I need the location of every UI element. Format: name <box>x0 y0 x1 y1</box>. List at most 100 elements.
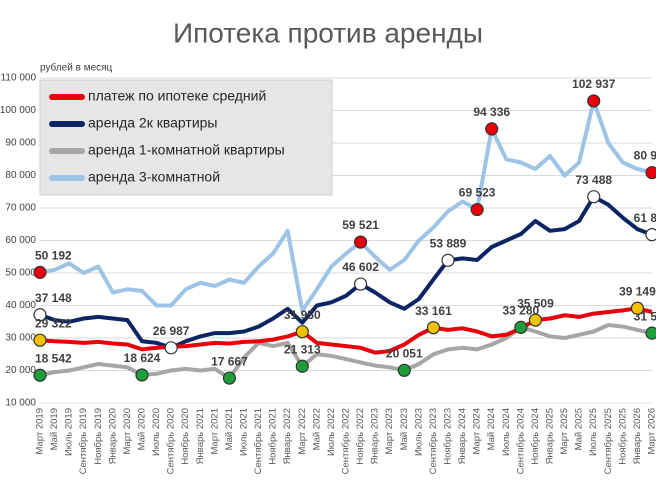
data-marker <box>33 265 47 279</box>
x-tick-label: Январь 2022 <box>282 408 293 464</box>
x-tick-label: Июль 2023 <box>413 408 424 456</box>
y-tick-label: 40 000 <box>5 300 36 311</box>
x-tick-label: Март 2025 <box>559 408 570 455</box>
data-label: 21 313 <box>284 342 321 356</box>
x-tick-label: Март 2024 <box>472 408 483 455</box>
x-tick-label: Июль 2022 <box>326 408 337 456</box>
data-label: 26 987 <box>153 324 190 338</box>
legend-label: аренда 3-комнатной <box>88 169 220 185</box>
x-tick-label: Ноябрь 2020 <box>180 408 191 465</box>
legend: платеж по ипотеке средний аренда 2к кварт… <box>39 79 333 196</box>
series-line <box>39 194 653 350</box>
x-tick-label: Январь 2025 <box>545 408 556 464</box>
data-label: 17 667 <box>211 354 248 368</box>
x-tick-label: Май 2021 <box>224 408 235 450</box>
x-tick-label: Ноябрь 2023 <box>443 408 454 465</box>
data-label: 73 488 <box>575 173 612 187</box>
x-tick-label: Ноябрь 2019 <box>93 408 104 465</box>
data-marker <box>426 321 441 335</box>
chart-title: Ипотека против аренды <box>173 17 483 48</box>
series-line <box>39 99 653 313</box>
y-tick-label: 90 000 <box>5 138 36 149</box>
x-tick-label: Май 2022 <box>311 408 322 450</box>
data-label: 61 800 <box>634 211 656 225</box>
data-marker <box>645 165 656 180</box>
data-label: 50 192 <box>35 249 72 263</box>
data-label: 31 950 <box>284 308 321 322</box>
x-tick-label: Сентябрь 2022 <box>341 408 352 474</box>
y-tick-label: 10 000 <box>5 398 36 409</box>
y-tick-label: 30 000 <box>5 333 36 344</box>
x-tick-label: Ноябрь 2021 <box>268 408 279 465</box>
data-marker <box>295 359 309 373</box>
data-marker <box>33 308 47 322</box>
data-label: 39 149 <box>619 284 656 298</box>
x-tick-label: Сентябрь 2024 <box>515 408 526 474</box>
data-label: 33 161 <box>415 304 452 318</box>
y-tick-label: 60 000 <box>5 235 36 246</box>
y-axis-label: рублей в месяц <box>40 62 113 74</box>
data-label: 29 322 <box>35 316 72 330</box>
legend-box <box>39 79 333 196</box>
data-marker <box>135 368 149 382</box>
x-tick-label: Март 2022 <box>297 408 308 455</box>
data-marker <box>33 333 47 347</box>
data-marker <box>485 122 499 136</box>
data-marker <box>587 190 601 204</box>
data-label: 37 148 <box>35 291 72 305</box>
x-tick-label: Март 2021 <box>209 408 220 455</box>
data-marker <box>295 325 309 339</box>
data-label: 53 889 <box>430 237 467 251</box>
legend-label: аренда 2к квартиры <box>88 115 218 131</box>
data-marker <box>353 235 368 249</box>
x-tick-label: Сентябрь 2025 <box>603 408 614 474</box>
data-marker <box>164 341 178 355</box>
data-marker <box>470 202 484 217</box>
x-tick-label: Июль 2021 <box>239 408 250 456</box>
x-tick-label: Март 2020 <box>122 408 133 455</box>
data-label: 18 624 <box>124 351 161 365</box>
x-tick-label: Январь 2024 <box>457 408 468 464</box>
x-tick-label: Июль 2025 <box>588 408 599 456</box>
legend-label: аренда 1-комнатной квартиры <box>88 142 285 158</box>
y-tick-label: 50 000 <box>5 268 36 279</box>
data-label: 35 509 <box>517 296 554 310</box>
x-tick-label: Май 2024 <box>486 408 497 450</box>
x-tick-label: Январь 2023 <box>370 408 381 464</box>
x-tick-label: Сентябрь 2023 <box>428 408 439 474</box>
data-label: 80 900 <box>634 149 656 163</box>
data-label: 20 051 <box>386 347 423 361</box>
x-tick-label: Март 2023 <box>384 408 395 455</box>
x-tick-label: Март 2019 <box>35 408 46 455</box>
legend-label: платеж по ипотеке средний <box>88 88 266 104</box>
data-marker <box>222 371 237 385</box>
data-marker <box>353 277 368 291</box>
x-tick-label: Май 2025 <box>574 408 585 450</box>
x-tick-label: Ноябрь 2024 <box>530 408 541 465</box>
data-marker <box>528 313 543 327</box>
x-tick-label: Июль 2024 <box>501 408 512 456</box>
data-label: 94 336 <box>473 105 510 119</box>
data-marker <box>587 94 601 108</box>
x-tick-label: Январь 2020 <box>107 408 118 464</box>
data-marker <box>397 363 411 377</box>
y-tick-label: 20 000 <box>5 365 36 376</box>
x-tick-label: Январь 2021 <box>195 408 206 464</box>
data-marker <box>630 301 645 315</box>
y-tick-label: 80 000 <box>5 170 36 181</box>
data-marker <box>514 320 528 334</box>
data-marker <box>645 326 656 340</box>
data-label: 46 602 <box>342 260 379 274</box>
y-tick-label: 100 000 <box>0 105 36 116</box>
x-tick-label: Март 2026 <box>647 408 656 455</box>
x-tick-label: Сентябрь 2020 <box>166 408 177 474</box>
y-tick-label: 110 000 <box>1 73 37 84</box>
x-tick-label: Сентябрь 2019 <box>78 408 89 474</box>
x-tick-label: Июль 2019 <box>64 408 75 456</box>
y-tick-label: 70 000 <box>5 203 36 214</box>
x-tick-label: Ноябрь 2025 <box>617 408 628 465</box>
data-marker <box>441 253 455 267</box>
x-tick-label: Сентябрь 2021 <box>253 408 264 474</box>
x-tick-label: Ноябрь 2022 <box>355 408 366 465</box>
